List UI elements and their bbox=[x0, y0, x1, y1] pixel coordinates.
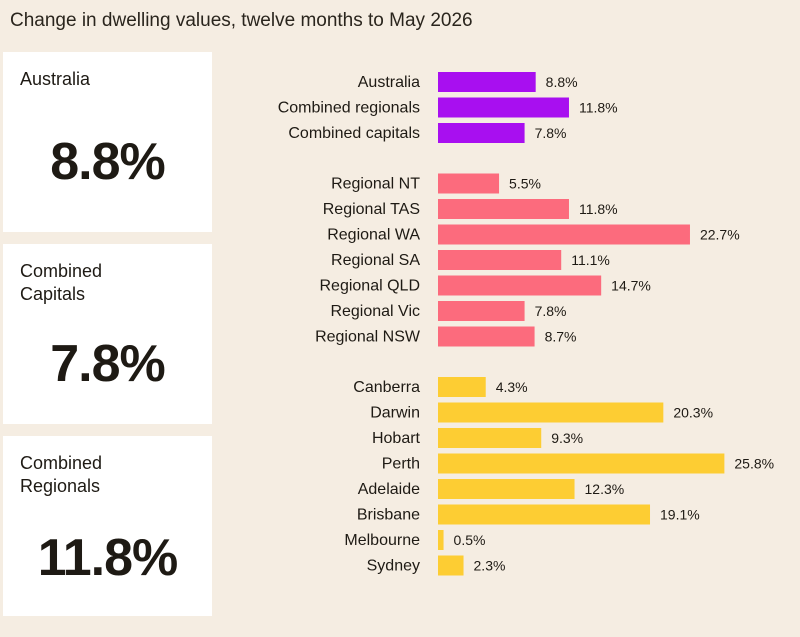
value-label-regional-vic: 7.8% bbox=[535, 303, 567, 319]
summary-card-combined-capitals: Combined Capitals 7.8% bbox=[3, 244, 212, 424]
bar-combined-capitals bbox=[438, 123, 525, 143]
bar-darwin bbox=[438, 402, 664, 423]
card-value: 8.8% bbox=[50, 133, 166, 191]
category-label-sydney: Sydney bbox=[367, 558, 420, 575]
card-label: Combined Capitals bbox=[20, 261, 103, 304]
category-label-hobart: Hobart bbox=[372, 430, 421, 447]
value-label-combined-regionals: 11.8% bbox=[579, 100, 618, 116]
bar-regional-sa bbox=[438, 250, 562, 270]
bar-canberra bbox=[438, 377, 486, 397]
category-label-perth: Perth bbox=[382, 456, 420, 473]
bar-hobart bbox=[438, 428, 542, 448]
value-label-combined-capitals: 7.8% bbox=[535, 125, 567, 141]
category-label-regional-wa: Regional WA bbox=[327, 227, 420, 244]
value-label-regional-nsw: 8.7% bbox=[545, 329, 577, 345]
value-label-brisbane: 19.1% bbox=[660, 507, 700, 523]
category-label-darwin: Darwin bbox=[370, 405, 420, 422]
bar-brisbane bbox=[438, 504, 651, 525]
value-label-regional-tas: 11.8% bbox=[579, 201, 618, 217]
bar-combined-regionals bbox=[438, 97, 569, 118]
bar-sydney bbox=[438, 555, 464, 576]
category-label-adelaide: Adelaide bbox=[358, 481, 420, 498]
category-label-australia: Australia bbox=[358, 74, 420, 91]
category-label-combined-regionals: Combined regionals bbox=[278, 100, 420, 117]
value-label-melbourne: 0.5% bbox=[454, 532, 486, 548]
category-label-canberra: Canberra bbox=[353, 379, 420, 396]
bar-melbourne bbox=[438, 530, 444, 550]
value-label-regional-nt: 5.5% bbox=[509, 176, 541, 192]
bar-regional-wa bbox=[438, 224, 690, 245]
category-label-regional-qld: Regional QLD bbox=[320, 278, 421, 295]
value-label-regional-sa: 11.1% bbox=[571, 252, 610, 268]
value-label-darwin: 20.3% bbox=[673, 405, 713, 421]
value-label-sydney: 2.3% bbox=[474, 558, 506, 574]
card-value: 11.8% bbox=[37, 529, 179, 587]
value-label-australia: 8.8% bbox=[546, 74, 578, 90]
bar-regional-qld bbox=[438, 275, 602, 296]
bar-regional-tas bbox=[438, 199, 569, 219]
category-label-regional-nt: Regional NT bbox=[331, 176, 420, 193]
category-label-combined-capitals: Combined capitals bbox=[288, 125, 420, 142]
bar-adelaide bbox=[438, 479, 575, 499]
category-label-regional-vic: Regional Vic bbox=[330, 303, 420, 320]
bar-regional-nsw bbox=[438, 326, 535, 347]
bar-chart: Australia 8.8% Combined regionals 11.8% Comb… bbox=[278, 72, 774, 576]
value-label-canberra: 4.3% bbox=[496, 379, 528, 395]
bar-regional-nt bbox=[438, 173, 500, 194]
category-label-regional-nsw: Regional NSW bbox=[315, 329, 421, 346]
summary-card-combined-regionals: Combined Regionals 11.8% bbox=[3, 436, 212, 616]
value-label-perth: 25.8% bbox=[734, 456, 774, 472]
bar-perth bbox=[438, 453, 725, 474]
summary-card-australia: Australia 8.8% bbox=[3, 52, 212, 232]
bar-regional-vic bbox=[438, 301, 525, 321]
category-label-brisbane: Brisbane bbox=[357, 507, 420, 524]
value-label-adelaide: 12.3% bbox=[585, 481, 625, 497]
value-label-regional-wa: 22.7% bbox=[700, 227, 740, 243]
category-label-regional-sa: Regional SA bbox=[331, 252, 420, 269]
value-label-regional-qld: 14.7% bbox=[611, 278, 651, 294]
value-label-hobart: 9.3% bbox=[551, 430, 583, 446]
card-value: 7.8% bbox=[50, 335, 166, 393]
bar-australia bbox=[438, 72, 536, 92]
category-label-melbourne: Melbourne bbox=[344, 532, 420, 549]
chart-title: Change in dwelling values, twelve months… bbox=[10, 10, 473, 31]
card-label: Combined Regionals bbox=[20, 453, 103, 496]
card-label: Australia bbox=[20, 69, 91, 89]
category-label-regional-tas: Regional TAS bbox=[323, 201, 420, 218]
